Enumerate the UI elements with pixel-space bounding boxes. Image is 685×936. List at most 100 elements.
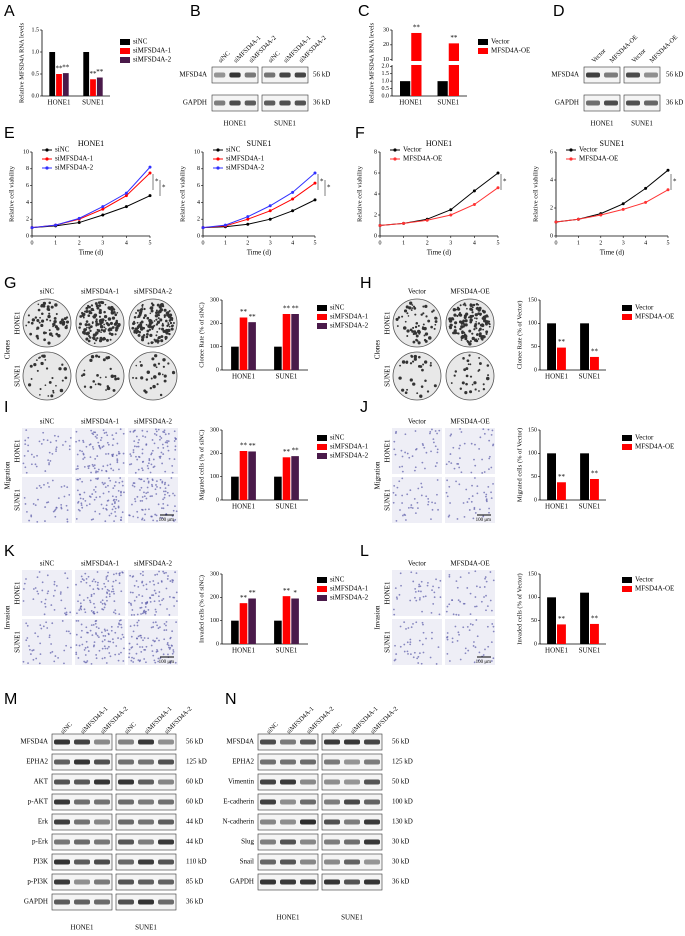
- cell: [106, 574, 109, 577]
- colony: [460, 335, 465, 339]
- cell: [92, 588, 95, 591]
- cell: [488, 507, 490, 510]
- bar: [62, 73, 69, 96]
- y-tick-label: 50: [531, 618, 537, 624]
- point: [124, 205, 128, 209]
- cell: [115, 645, 118, 647]
- colony: [109, 338, 112, 341]
- column-label: MFSD4A-OE: [450, 418, 489, 426]
- blot-row-label: EPHA2: [26, 758, 48, 766]
- cell: [434, 445, 437, 448]
- colony: [51, 376, 54, 380]
- cell: [412, 622, 414, 625]
- cell: [170, 660, 172, 663]
- cell: [429, 656, 432, 659]
- colony: [149, 312, 152, 315]
- significance: **: [283, 305, 291, 313]
- cell: [438, 429, 441, 432]
- cell: [474, 443, 476, 446]
- legend-label: siMFSD4A-2: [330, 452, 369, 460]
- column-label: siNC: [40, 288, 55, 296]
- colony: [83, 369, 86, 372]
- cell: [483, 586, 486, 588]
- colony: [109, 321, 113, 325]
- micrograph: [75, 477, 125, 523]
- colony: [97, 323, 100, 326]
- colony: [98, 310, 102, 315]
- bar: [557, 482, 566, 500]
- lane-label: Vector: [591, 47, 609, 65]
- cell: [473, 458, 475, 461]
- cell: [141, 496, 144, 498]
- colony: [162, 329, 166, 333]
- cell: [121, 571, 124, 574]
- cell: [409, 643, 412, 646]
- y-tick-label: 50: [531, 344, 537, 350]
- cell: [406, 641, 409, 644]
- cell: [35, 465, 38, 468]
- point: [313, 181, 317, 185]
- cell: [141, 448, 144, 451]
- cell: [161, 599, 163, 602]
- cell: [34, 463, 37, 466]
- cell: [457, 614, 460, 616]
- y-tick-label: 20: [383, 42, 389, 48]
- row-label: HONE1: [14, 311, 22, 334]
- cell: [146, 430, 149, 433]
- cell: [401, 502, 404, 504]
- cell: [119, 477, 122, 479]
- cell: [63, 662, 65, 665]
- colony: [89, 336, 92, 339]
- cell: [439, 579, 442, 582]
- cell: [173, 430, 176, 433]
- cell: [140, 486, 143, 489]
- cell: [464, 647, 467, 650]
- cell: [133, 485, 136, 488]
- row-label: SUNE1: [14, 489, 22, 511]
- cell: [93, 467, 96, 470]
- cell: [130, 604, 133, 606]
- cell: [152, 594, 155, 597]
- cell: [404, 451, 407, 454]
- cell: [64, 440, 67, 443]
- colony: [423, 326, 427, 331]
- bar: [580, 323, 589, 370]
- colony: [412, 382, 416, 386]
- chart-title: HONE1: [426, 139, 452, 148]
- colony: [466, 307, 468, 310]
- colony: [406, 312, 409, 315]
- cell: [154, 640, 156, 642]
- legend-swatch: [317, 577, 327, 583]
- colony: [449, 326, 453, 330]
- cell: [93, 578, 95, 581]
- cell: [162, 447, 165, 449]
- x-tick-label: HONE1: [399, 99, 422, 107]
- cell: [89, 584, 91, 587]
- cell: [484, 576, 487, 578]
- cell: [118, 653, 120, 656]
- cell: [445, 463, 448, 466]
- cell: [114, 579, 117, 582]
- cell: [394, 453, 397, 456]
- colony: [430, 325, 433, 329]
- x-tick-label: 1: [224, 240, 227, 246]
- cell: [117, 626, 119, 628]
- point: [124, 191, 128, 195]
- cell: [111, 434, 114, 437]
- cell: [38, 484, 41, 487]
- y-tick-label: 0.5: [32, 71, 40, 77]
- legend-swatch: [478, 39, 488, 45]
- point: [148, 165, 152, 169]
- legend-label: MFSD4A-OE: [491, 47, 530, 55]
- cell: [168, 457, 171, 460]
- cell: [45, 621, 48, 624]
- cell: [36, 590, 39, 593]
- cell: [105, 578, 108, 580]
- cell: [159, 626, 161, 629]
- cell: [448, 485, 451, 488]
- colony: [412, 332, 415, 336]
- x-tick-label: 5: [149, 240, 152, 246]
- colony: [169, 317, 173, 321]
- column-label: MFSD4A-OE: [450, 288, 489, 296]
- cell: [432, 438, 435, 441]
